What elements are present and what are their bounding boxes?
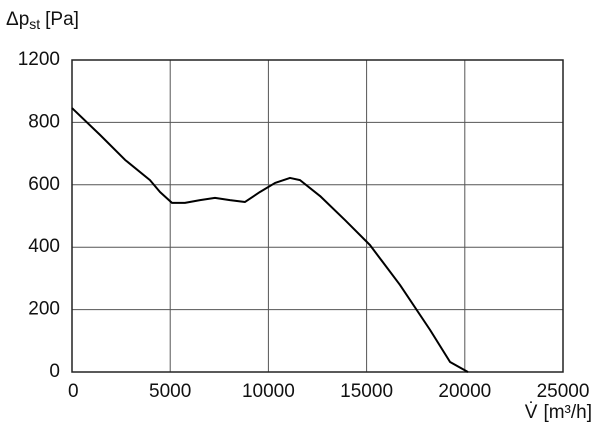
x-label-unit: [m³/h]: [543, 402, 592, 423]
x-axis-label: V̇ [m³/h]: [525, 402, 592, 423]
x-tick-label: 25000: [537, 381, 590, 402]
x-tick-label: 20000: [438, 381, 491, 402]
y-tick-label: 1200: [18, 49, 60, 70]
y-tick-label: 0: [49, 361, 60, 382]
curve: [71, 107, 469, 373]
y-label-unit: [Pa]: [45, 9, 79, 30]
y-tick-label: 400: [28, 236, 60, 257]
y-axis-label: Δpst [Pa]: [6, 9, 79, 32]
y-tick-label: 800: [28, 111, 60, 132]
y-label-main: Δp: [6, 9, 29, 30]
y-label-sub: st: [29, 16, 40, 32]
x-tick-label: 0: [68, 381, 79, 402]
y-tick-label: 600: [28, 174, 60, 195]
x-tick-label: 15000: [340, 381, 393, 402]
x-tick-label: 5000: [149, 381, 191, 402]
x-tick-label: 10000: [242, 381, 295, 402]
plot-frame: [71, 59, 564, 373]
y-tick-label: 200: [28, 299, 60, 320]
x-label-main: V̇: [525, 402, 538, 423]
